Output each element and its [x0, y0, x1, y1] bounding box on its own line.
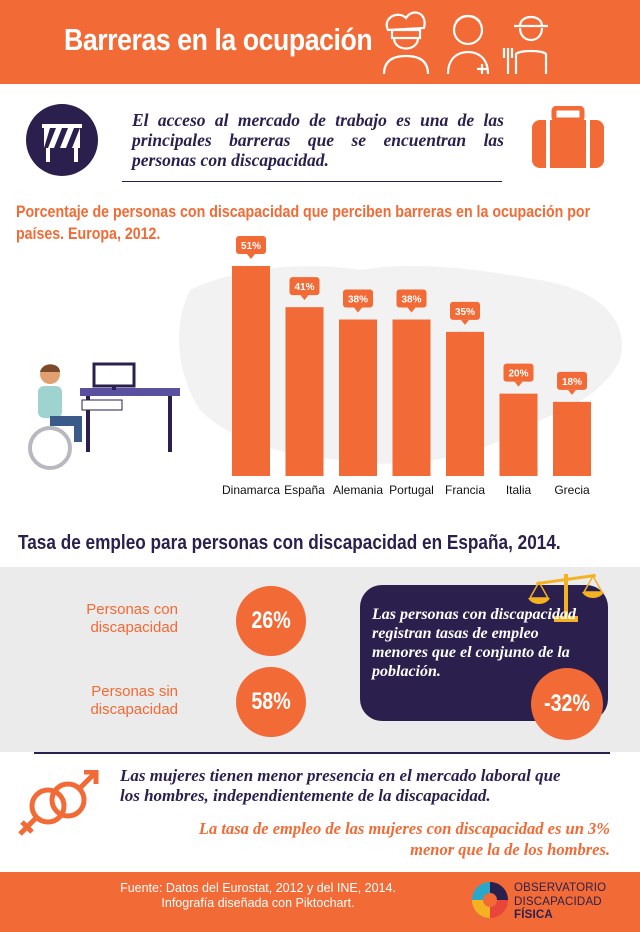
intro-text: El acceso al mercado de trabajo es una d… — [132, 110, 504, 170]
value-tag — [289, 277, 320, 296]
intro-divider — [122, 181, 502, 182]
value-tag — [503, 363, 534, 382]
value-tag-pointer — [354, 307, 362, 313]
bar-grecia — [553, 401, 591, 476]
value-tag — [396, 289, 427, 308]
value-tag-pointer — [514, 381, 523, 387]
header-bar — [0, 0, 640, 84]
data-label: 41% — [294, 282, 314, 293]
value-tag-pointer — [568, 389, 576, 395]
gender-text-presence: Las mujeres tienen menor presencia en el… — [120, 766, 561, 805]
stat-label-without-disability: Personas sin discapacidad — [90, 683, 178, 718]
observatorio-logo-icon — [472, 882, 508, 918]
balance-scale-icon — [528, 573, 604, 622]
bar-chart: 51% Dinamarca 41% España 38% Alemania 38% Portu… — [179, 236, 622, 497]
data-label: 20% — [508, 369, 528, 380]
category-label: Portugal — [389, 483, 434, 497]
bar-portugal — [392, 319, 431, 476]
stat-value-without-disability: 58% — [236, 667, 306, 737]
value-tag — [450, 301, 480, 320]
logo-line2: DISCAPACIDAD — [514, 895, 602, 908]
category-label: Dinamarca — [222, 483, 280, 497]
footer-source-line1: Fuente: Datos del Eurostat, 2012 y del I… — [120, 881, 396, 895]
wheelchair-worker-illustration — [28, 362, 180, 470]
stat-label-with-disability: Personas con discapacidad — [86, 601, 178, 636]
barrier-icon — [26, 104, 98, 176]
value-tag — [343, 289, 373, 308]
employment-section-title: Tasa de empleo para personas con discapa… — [18, 532, 561, 554]
footer-source-line2: Infografía diseñada con Piktochart. — [161, 896, 355, 910]
data-label: 51% — [241, 241, 261, 252]
section-divider — [34, 752, 610, 754]
value-tag — [236, 236, 266, 254]
employment-gap-value: -32% — [531, 668, 603, 740]
gender-text-rate: La tasa de empleo de las mujeres con dis… — [198, 819, 610, 859]
value-tag-pointer — [461, 319, 469, 325]
nurse-icon — [446, 14, 490, 75]
data-label: 35% — [455, 307, 475, 318]
bar-italia — [499, 393, 538, 476]
value-tag — [557, 371, 587, 390]
value-tag-pointer — [247, 254, 255, 259]
observatorio-logo-text: OBSERVATORIO DISCAPACIDAD FÍSICA — [514, 882, 606, 923]
footer-source: Fuente: Datos del Eurostat, 2012 y del I… — [108, 881, 408, 911]
category-label: Francia — [445, 483, 485, 497]
chart-title: Porcentaje de personas con discapacidad … — [16, 203, 591, 243]
logo-line3: FÍSICA — [514, 909, 553, 921]
farmer-icon — [502, 15, 548, 74]
bar-españa — [285, 307, 324, 476]
category-label: España — [284, 483, 325, 497]
gender-symbols-icon — [18, 770, 99, 836]
chef-icon — [382, 11, 430, 75]
category-label: Italia — [506, 483, 532, 497]
logo-line1: OBSERVATORIO — [514, 882, 607, 894]
stat-value-with-disability: 26% — [236, 586, 306, 656]
briefcase-icon — [532, 106, 604, 168]
employment-callout-text: Las personas con discapacidad registran … — [372, 606, 576, 680]
category-label: Alemania — [333, 483, 383, 497]
footer-bar — [0, 872, 640, 932]
value-tag-pointer — [300, 295, 309, 301]
bar-alemania — [339, 319, 377, 476]
bar-francia — [446, 331, 484, 476]
profession-icons — [382, 11, 548, 75]
data-label: 38% — [401, 295, 421, 306]
bar-dinamarca — [232, 266, 270, 476]
value-tag-pointer — [407, 307, 416, 313]
data-label: 18% — [562, 377, 582, 388]
category-label: Grecia — [554, 483, 590, 497]
data-label: 38% — [348, 295, 368, 306]
page-title: Barreras en la ocupación — [64, 22, 373, 57]
